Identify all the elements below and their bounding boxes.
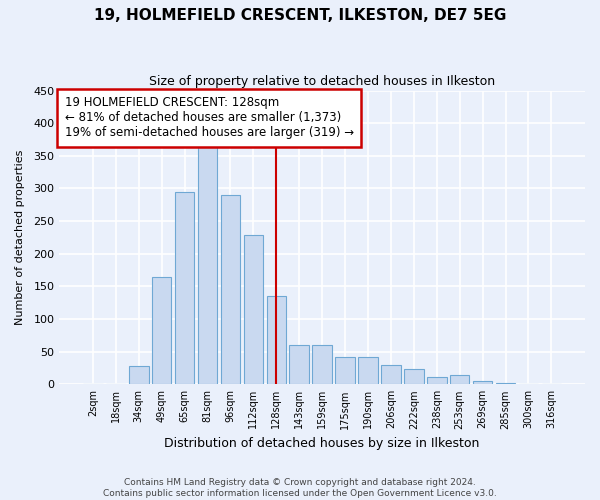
Bar <box>129 366 149 384</box>
Bar <box>404 370 424 384</box>
Title: Size of property relative to detached houses in Ilkeston: Size of property relative to detached ho… <box>149 75 495 88</box>
Bar <box>198 143 217 384</box>
Y-axis label: Number of detached properties: Number of detached properties <box>15 150 25 325</box>
Bar <box>473 381 493 384</box>
X-axis label: Distribution of detached houses by size in Ilkeston: Distribution of detached houses by size … <box>164 437 480 450</box>
Bar <box>427 377 446 384</box>
Text: 19 HOLMEFIELD CRESCENT: 128sqm
← 81% of detached houses are smaller (1,373)
19% : 19 HOLMEFIELD CRESCENT: 128sqm ← 81% of … <box>65 96 354 140</box>
Bar <box>175 192 194 384</box>
Bar <box>450 375 469 384</box>
Bar <box>221 195 240 384</box>
Bar <box>289 345 309 385</box>
Bar <box>152 276 172 384</box>
Bar <box>358 357 378 384</box>
Bar <box>266 296 286 384</box>
Bar <box>381 364 401 384</box>
Bar <box>496 383 515 384</box>
Bar <box>313 345 332 385</box>
Bar <box>335 357 355 384</box>
Text: Contains HM Land Registry data © Crown copyright and database right 2024.
Contai: Contains HM Land Registry data © Crown c… <box>103 478 497 498</box>
Bar <box>244 236 263 384</box>
Text: 19, HOLMEFIELD CRESCENT, ILKESTON, DE7 5EG: 19, HOLMEFIELD CRESCENT, ILKESTON, DE7 5… <box>94 8 506 22</box>
